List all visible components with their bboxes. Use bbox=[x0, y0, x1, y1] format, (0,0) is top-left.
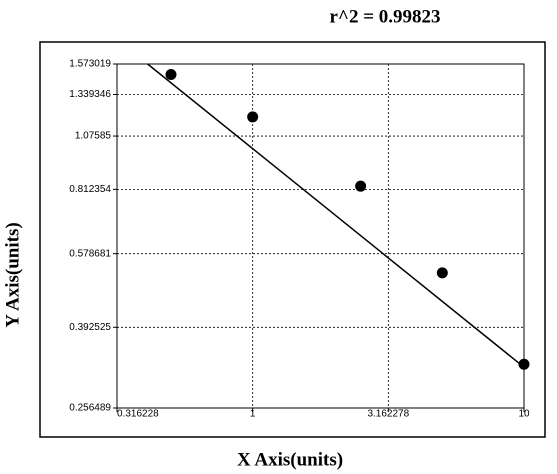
y-tick-label: 0.812354 bbox=[69, 184, 111, 195]
fit-line bbox=[147, 63, 525, 368]
y-axis-title: Y Axis(units) bbox=[2, 222, 23, 327]
y-tick-label: 0.256489 bbox=[69, 403, 111, 414]
x-tick-label: 1 bbox=[250, 409, 256, 420]
x-tick-label: 10 bbox=[518, 409, 530, 420]
y-tick-label: 0.392525 bbox=[69, 322, 111, 333]
point bbox=[436, 267, 448, 279]
y-tick-label: 0.578681 bbox=[69, 248, 111, 259]
x-tick-label: 0.316228 bbox=[117, 409, 159, 420]
point bbox=[165, 69, 177, 81]
annotation: r^2 = 0.99823 bbox=[329, 6, 440, 27]
point bbox=[518, 358, 530, 370]
x-tick-label: 3.162278 bbox=[367, 409, 409, 420]
point bbox=[355, 180, 367, 192]
point bbox=[247, 111, 259, 123]
x-axis-title: X Axis(units) bbox=[237, 449, 343, 470]
y-tick-label: 1.07585 bbox=[75, 131, 112, 142]
plot-area bbox=[116, 63, 525, 409]
y-tick-label: 1.339346 bbox=[69, 89, 111, 100]
y-tick-label: 1.573019 bbox=[69, 59, 111, 70]
